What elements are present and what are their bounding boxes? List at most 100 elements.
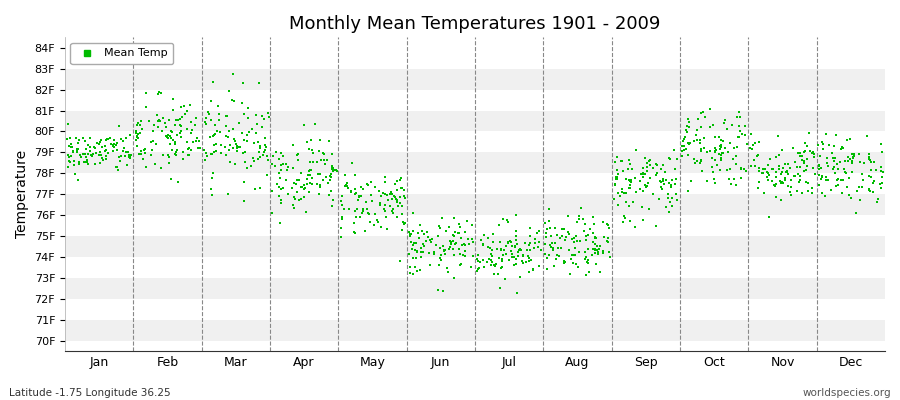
- Point: [318, 161, 332, 167]
- Point: [475, 257, 490, 263]
- Point: [471, 258, 485, 264]
- Point: [148, 141, 163, 148]
- Point: [480, 259, 494, 266]
- Point: [486, 239, 500, 245]
- Point: [451, 230, 465, 236]
- Point: [770, 168, 784, 175]
- Point: [733, 114, 747, 120]
- Point: [347, 186, 362, 192]
- Point: [554, 245, 569, 252]
- Point: [147, 121, 161, 128]
- Point: [720, 148, 734, 155]
- Point: [446, 252, 461, 259]
- Point: [464, 236, 479, 242]
- Point: [484, 257, 499, 263]
- Point: [321, 138, 336, 144]
- Point: [795, 156, 809, 163]
- Point: [815, 141, 830, 147]
- Point: [538, 251, 553, 258]
- Point: [735, 131, 750, 138]
- Point: [791, 170, 806, 177]
- Point: [130, 128, 144, 134]
- Text: worldspecies.org: worldspecies.org: [803, 388, 891, 398]
- Point: [602, 249, 616, 255]
- Point: [429, 242, 444, 248]
- Point: [146, 128, 160, 134]
- Point: [580, 256, 595, 263]
- Point: [793, 177, 807, 184]
- Point: [828, 154, 842, 161]
- Point: [414, 254, 428, 260]
- Point: [339, 183, 354, 190]
- Point: [652, 196, 667, 202]
- Point: [875, 174, 889, 180]
- Point: [649, 223, 663, 229]
- Point: [291, 188, 305, 195]
- Point: [760, 162, 775, 168]
- Point: [354, 192, 368, 199]
- Point: [363, 219, 377, 225]
- Point: [752, 139, 766, 146]
- Point: [305, 180, 320, 187]
- Point: [193, 145, 207, 151]
- Point: [346, 229, 361, 235]
- Point: [184, 119, 199, 125]
- Point: [380, 226, 394, 232]
- Point: [783, 165, 797, 171]
- Point: [130, 132, 144, 139]
- Point: [302, 159, 317, 165]
- Point: [386, 210, 400, 216]
- Point: [460, 217, 474, 224]
- Point: [310, 180, 324, 187]
- Point: [766, 166, 780, 172]
- Point: [563, 256, 578, 262]
- Bar: [65, 132, 885, 152]
- Point: [592, 246, 607, 252]
- Point: [613, 193, 627, 200]
- Point: [323, 173, 338, 179]
- Point: [495, 256, 509, 262]
- Point: [212, 128, 227, 135]
- Point: [627, 224, 642, 230]
- Point: [713, 146, 727, 152]
- Point: [679, 146, 693, 152]
- Point: [79, 146, 94, 152]
- Point: [165, 129, 179, 135]
- Point: [608, 182, 622, 188]
- Point: [514, 247, 528, 254]
- Point: [185, 139, 200, 146]
- Point: [197, 147, 211, 153]
- Point: [166, 147, 180, 153]
- Point: [443, 238, 457, 244]
- Point: [226, 126, 240, 133]
- Point: [837, 169, 851, 176]
- Point: [485, 246, 500, 253]
- Point: [739, 168, 753, 174]
- Point: [527, 245, 542, 252]
- Point: [220, 134, 235, 140]
- Point: [516, 253, 530, 260]
- Point: [845, 160, 859, 166]
- Point: [109, 142, 123, 148]
- Point: [225, 145, 239, 151]
- Point: [338, 182, 353, 188]
- Point: [160, 132, 175, 138]
- Point: [158, 124, 173, 130]
- Point: [760, 169, 775, 175]
- Point: [239, 165, 254, 171]
- Point: [434, 256, 448, 263]
- Point: [522, 255, 536, 261]
- Bar: [65, 278, 885, 299]
- Point: [724, 181, 738, 187]
- Point: [729, 161, 743, 168]
- Point: [786, 144, 800, 151]
- Point: [138, 150, 152, 156]
- Point: [252, 145, 266, 152]
- Point: [328, 167, 343, 173]
- Point: [379, 214, 393, 220]
- Point: [862, 186, 877, 193]
- Point: [72, 137, 86, 143]
- Point: [300, 176, 314, 182]
- Point: [528, 240, 543, 246]
- Point: [681, 118, 696, 125]
